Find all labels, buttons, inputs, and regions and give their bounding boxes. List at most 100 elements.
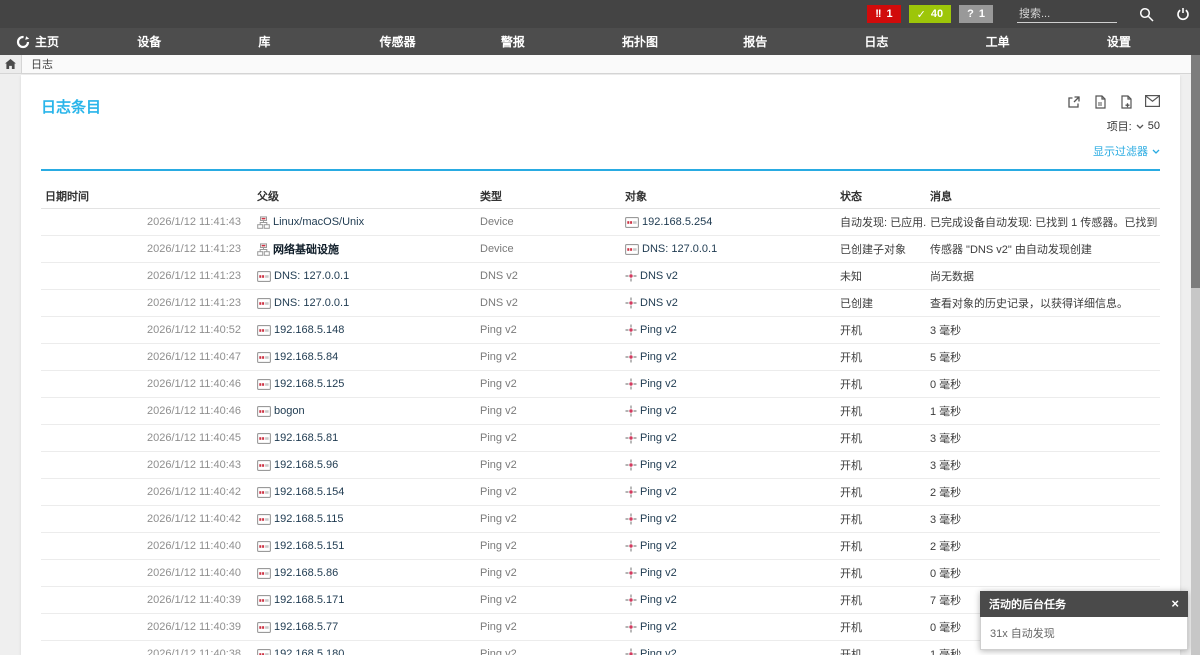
table-row[interactable]: 2026/1/12 11:40:45 192.168.5.81 Ping v2 … — [41, 425, 1160, 452]
table-row[interactable]: 2026/1/12 11:40:43 192.168.5.96 Ping v2 … — [41, 452, 1160, 479]
object-link[interactable]: DNS v2 — [640, 297, 678, 309]
email-icon[interactable] — [1145, 95, 1160, 109]
table-row[interactable]: 2026/1/12 11:40:42 192.168.5.115 Ping v2… — [41, 506, 1160, 533]
alarm-error-badge[interactable]: !! 1 — [867, 5, 901, 23]
table-row[interactable]: 2026/1/12 11:41:43 Linux/macOS/Unix Devi… — [41, 209, 1160, 236]
object-link[interactable]: Ping v2 — [640, 540, 677, 552]
parent-link[interactable]: 192.168.5.180 — [274, 648, 345, 655]
search-icon[interactable] — [1139, 7, 1154, 22]
sensor-icon — [625, 594, 637, 606]
nav-item-libraries[interactable]: 库 — [258, 35, 271, 49]
log-parent-cell: 192.168.5.77 — [253, 621, 476, 633]
object-link[interactable]: DNS v2 — [640, 270, 678, 282]
log-parent-cell: 192.168.5.171 — [253, 594, 476, 606]
object-link[interactable]: Ping v2 — [640, 648, 677, 655]
parent-link[interactable]: 192.168.5.84 — [274, 351, 339, 363]
log-object-cell: Ping v2 — [621, 540, 836, 552]
parent-link[interactable]: bogon — [274, 405, 305, 417]
table-row[interactable]: 2026/1/12 11:40:52 192.168.5.148 Ping v2… — [41, 317, 1160, 344]
object-link[interactable]: Ping v2 — [640, 324, 677, 336]
export-csv-icon[interactable] — [1119, 95, 1133, 109]
nav-item-maps[interactable]: 拓扑图 — [622, 35, 659, 49]
parent-link[interactable]: Linux/macOS/Unix — [273, 216, 365, 228]
object-link[interactable]: 192.168.5.254 — [642, 216, 713, 228]
log-type: Ping v2 — [480, 513, 517, 525]
object-link[interactable]: Ping v2 — [640, 432, 677, 444]
object-link[interactable]: Ping v2 — [640, 378, 677, 390]
show-filter-toggle[interactable]: 显示过滤器 — [1093, 143, 1160, 159]
table-row[interactable]: 2026/1/12 11:40:47 192.168.5.84 Ping v2 … — [41, 344, 1160, 371]
parent-link[interactable]: 192.168.5.125 — [274, 378, 345, 390]
table-row[interactable]: 2026/1/12 11:40:38 192.168.5.180 Ping v2… — [41, 641, 1160, 655]
open-new-window-icon[interactable] — [1067, 95, 1081, 109]
table-row[interactable]: 2026/1/12 11:41:23 网络基础设施 Device DNS: 12… — [41, 236, 1160, 263]
breadcrumb-home[interactable] — [0, 55, 22, 73]
search-input[interactable] — [1017, 5, 1117, 23]
nav-item-devices[interactable]: 设备 — [137, 35, 162, 49]
table-row[interactable]: 2026/1/12 11:40:42 192.168.5.154 Ping v2… — [41, 479, 1160, 506]
device-icon — [257, 594, 271, 606]
log-datetime: 2026/1/12 11:40:42 — [147, 513, 241, 525]
log-object-cell: Ping v2 — [621, 459, 836, 471]
object-link[interactable]: Ping v2 — [640, 351, 677, 363]
table-row[interactable]: 2026/1/12 11:41:23 DNS: 127.0.0.1 DNS v2… — [41, 263, 1160, 290]
parent-link[interactable]: 192.168.5.86 — [274, 567, 339, 579]
alarm-unknown-badge[interactable]: ? 1 — [959, 5, 993, 23]
card-header: 日志条目 项目: 50 — [41, 89, 1160, 171]
object-link[interactable]: Ping v2 — [640, 567, 677, 579]
nav-item-logs[interactable]: 日志 — [864, 35, 889, 49]
vertical-scrollbar[interactable] — [1191, 55, 1200, 655]
nav-item-tickets[interactable]: 工单 — [985, 35, 1010, 49]
error-count: 1 — [886, 8, 893, 20]
breadcrumb-current[interactable]: 日志 — [31, 59, 53, 71]
nav-item-alarms[interactable]: 警报 — [500, 35, 525, 49]
log-parent-cell: 192.168.5.96 — [253, 459, 476, 471]
object-link[interactable]: Ping v2 — [640, 621, 677, 633]
table-row[interactable]: 2026/1/12 11:40:46 bogon Ping v2 Ping v2… — [41, 398, 1160, 425]
unknown-count: 1 — [978, 8, 985, 20]
items-per-page-select[interactable]: 项目: 50 — [1107, 118, 1160, 134]
device-icon — [257, 405, 271, 417]
top-bar: !! 1 ✓ 40 ? 1 — [0, 0, 1200, 28]
table-row[interactable]: 2026/1/12 11:40:40 192.168.5.151 Ping v2… — [41, 533, 1160, 560]
scrollbar-thumb[interactable] — [1191, 55, 1200, 288]
table-row[interactable]: 2026/1/12 11:41:23 DNS: 127.0.0.1 DNS v2… — [41, 290, 1160, 317]
parent-link[interactable]: DNS: 127.0.0.1 — [274, 270, 350, 282]
table-row[interactable]: 2026/1/12 11:40:46 192.168.5.125 Ping v2… — [41, 371, 1160, 398]
object-link[interactable]: Ping v2 — [640, 513, 677, 525]
parent-link[interactable]: 192.168.5.96 — [274, 459, 339, 471]
table-row[interactable]: 2026/1/12 11:40:39 192.168.5.171 Ping v2… — [41, 587, 1160, 614]
nav-item-setup[interactable]: 设置 — [1106, 35, 1131, 49]
table-row[interactable]: 2026/1/12 11:40:39 192.168.5.77 Ping v2 … — [41, 614, 1160, 641]
nav-item-reports[interactable]: 报告 — [743, 35, 768, 49]
object-link[interactable]: Ping v2 — [640, 405, 677, 417]
object-link[interactable]: Ping v2 — [640, 459, 677, 471]
parent-link[interactable]: 192.168.5.151 — [274, 540, 345, 552]
sensor-icon — [625, 324, 637, 336]
parent-link[interactable]: DNS: 127.0.0.1 — [274, 297, 350, 309]
table-row[interactable]: 2026/1/12 11:40:40 192.168.5.86 Ping v2 … — [41, 560, 1160, 587]
alarm-ok-badge[interactable]: ✓ 40 — [908, 5, 952, 23]
parent-link[interactable]: 192.168.5.171 — [274, 594, 345, 606]
close-icon[interactable]: × — [1171, 596, 1179, 611]
parent-link[interactable]: 192.168.5.115 — [274, 513, 344, 525]
parent-link[interactable]: 192.168.5.148 — [274, 324, 345, 336]
object-link[interactable]: DNS: 127.0.0.1 — [642, 243, 718, 255]
log-parent-cell: 192.168.5.148 — [253, 324, 476, 336]
export-toolbar — [1067, 95, 1160, 109]
parent-link[interactable]: 网络基础设施 — [273, 244, 339, 256]
parent-link[interactable]: 192.168.5.81 — [274, 432, 339, 444]
export-xml-icon[interactable] — [1093, 95, 1107, 109]
log-parent-cell: 192.168.5.115 — [253, 513, 476, 525]
sensor-icon — [625, 432, 637, 444]
log-message: 2 毫秒 — [930, 541, 962, 553]
nav-item-home[interactable]: 主页 — [0, 28, 109, 55]
parent-link[interactable]: 192.168.5.77 — [274, 621, 339, 633]
object-link[interactable]: Ping v2 — [640, 486, 677, 498]
log-parent-cell: DNS: 127.0.0.1 — [253, 270, 476, 282]
log-status: 开机 — [840, 352, 862, 364]
nav-item-sensors[interactable]: 传感器 — [379, 35, 416, 49]
object-link[interactable]: Ping v2 — [640, 594, 677, 606]
logout-power-icon[interactable] — [1176, 7, 1190, 21]
parent-link[interactable]: 192.168.5.154 — [274, 486, 345, 498]
